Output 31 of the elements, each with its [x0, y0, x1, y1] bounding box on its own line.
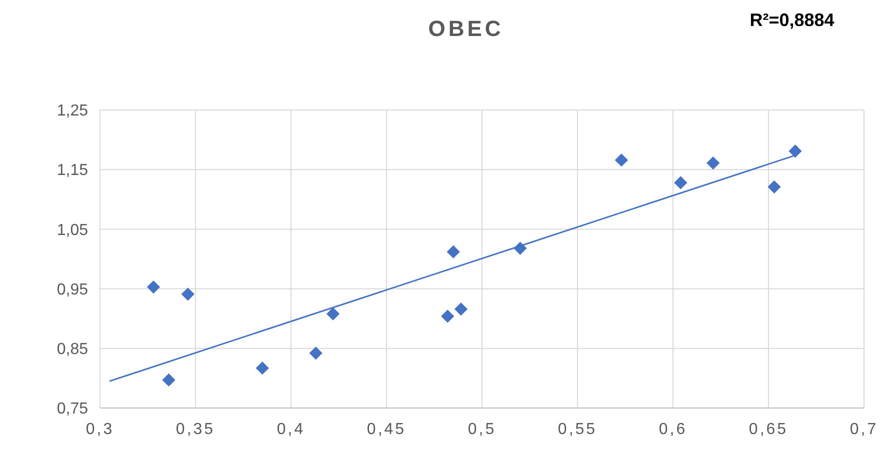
point: [326, 307, 340, 320]
point: [446, 245, 460, 258]
point: [146, 280, 160, 294]
point: [441, 310, 454, 323]
x-tick-label: 0,5: [468, 421, 496, 438]
point: [162, 373, 176, 387]
x-tick-label: 0,35: [176, 421, 216, 438]
point: [454, 302, 468, 316]
text: R²=0,8884: [750, 10, 834, 30]
x-tick-label: 0,65: [748, 421, 788, 438]
y-tick-label: 1,15: [56, 162, 88, 180]
y-tick-label: 0,85: [56, 341, 88, 358]
x-tick-label: 0,6: [658, 421, 688, 438]
y-tick-label: 1,25: [56, 102, 88, 120]
point: [256, 362, 269, 375]
y-tick-label: 0,95: [56, 281, 88, 298]
y-tick-label: 0,75: [56, 400, 88, 418]
point: [309, 346, 322, 360]
chart-title: OBEC: [428, 16, 504, 41]
x-tick-label: 0,45: [366, 421, 406, 438]
point: [674, 176, 688, 190]
x-tick-label: 0,55: [558, 421, 598, 438]
x-tick-label: 0,3: [86, 421, 114, 438]
point: [768, 180, 781, 194]
x-tick-label: 0,4: [276, 421, 306, 438]
x-tick-label: 0,7: [850, 421, 878, 438]
point: [788, 144, 802, 158]
point: [706, 156, 720, 170]
point: [181, 288, 194, 301]
point: [614, 153, 628, 167]
y-tick-label: 1,05: [56, 222, 88, 239]
